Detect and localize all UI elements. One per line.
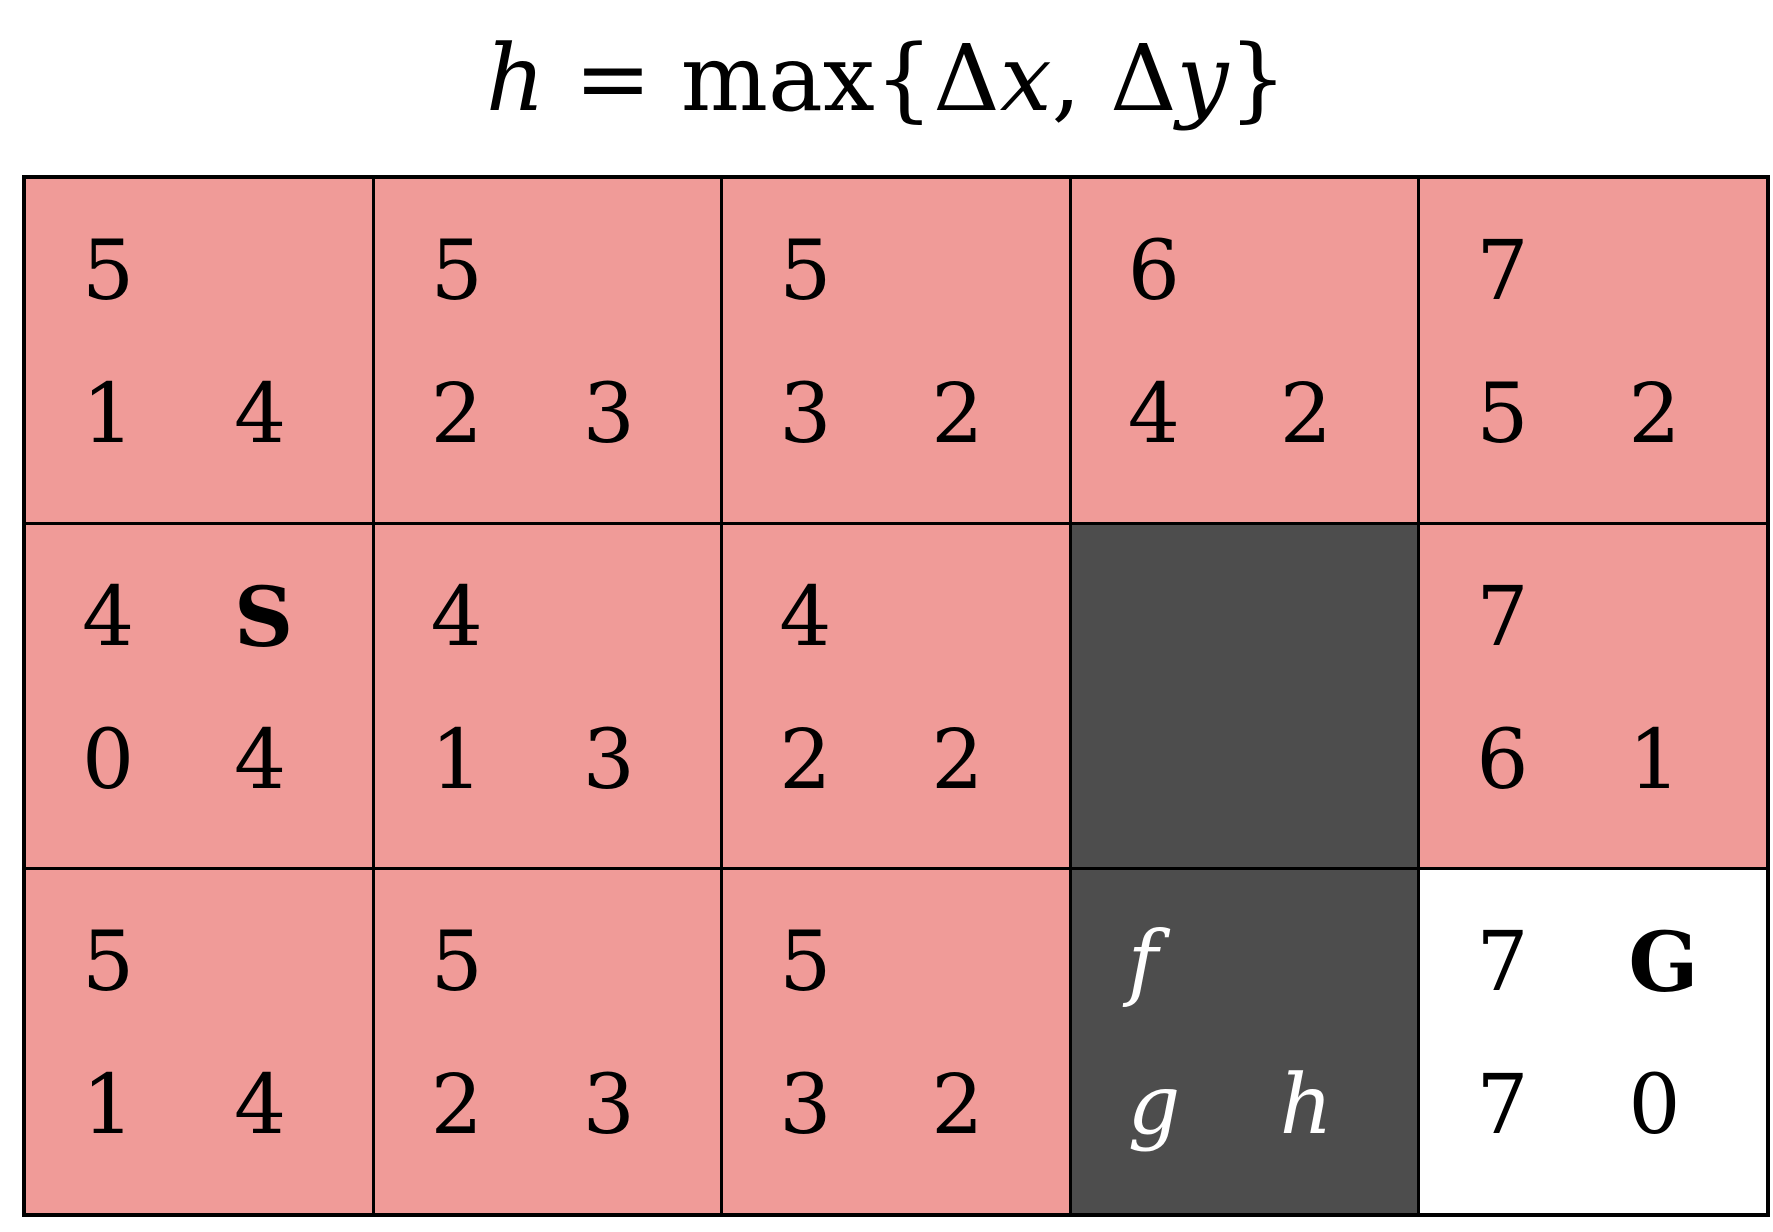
cell-g-value: 7	[1476, 1058, 1529, 1154]
cell-h-value: 3	[582, 367, 635, 462]
cell-g-value: 2	[430, 1058, 483, 1154]
cell-f-value: 5	[779, 224, 832, 319]
cell-g-value: 3	[779, 367, 832, 462]
cell-g-value: 2	[430, 367, 483, 462]
cell-g-value: 0	[82, 712, 135, 808]
grid-cell: 4 0 4 S	[26, 524, 372, 868]
cell-f-value: 4	[430, 569, 483, 665]
cell-f-value: 4	[82, 569, 135, 665]
formula-eq: = max{Δ	[545, 24, 1000, 132]
wall-cell	[1071, 524, 1418, 868]
cell-g-value: 2	[779, 712, 832, 808]
cell-f-value: 5	[82, 224, 135, 319]
cell-h-value: 4	[234, 1058, 287, 1154]
cell-g-value: 3	[779, 1058, 832, 1154]
formula-x: x	[999, 24, 1052, 132]
cell-f-value: 5	[430, 915, 483, 1011]
grid-cell: 5 2 3	[374, 179, 721, 522]
formula-y: y	[1176, 24, 1229, 132]
cell-h-value: 2	[931, 1058, 984, 1154]
cell-h-value: 3	[582, 712, 635, 808]
goal-cell: 7 7 0 G	[1420, 870, 1766, 1213]
grid-cell: 6 4 2	[1071, 179, 1418, 522]
grid-cell: 5 3 2	[723, 870, 1069, 1213]
cell-h-value: 4	[234, 712, 287, 808]
cell-mark: G	[1628, 915, 1699, 1012]
cell-f-value: 5	[82, 915, 135, 1011]
cell-f-value: f	[1127, 915, 1159, 1011]
cell-f-value: 6	[1127, 224, 1180, 319]
cell-f-value: 7	[1476, 915, 1529, 1011]
formula-sep: , Δ	[1051, 24, 1177, 132]
grid-cell: 5 3 2	[723, 179, 1069, 522]
grid-cell: 4 2 2	[723, 524, 1069, 868]
formula-h: h	[485, 24, 546, 132]
cell-h-value: 3	[582, 1058, 635, 1154]
cell-h-value: 2	[1628, 367, 1681, 462]
cell-f-value: 5	[779, 915, 832, 1011]
cell-f-value: 5	[430, 224, 483, 319]
grid-cell: 7 5 2	[1420, 179, 1766, 522]
cell-h-value: 0	[1628, 1058, 1681, 1154]
cell-h-value: 2	[931, 367, 984, 462]
cell-g-value: 1	[430, 712, 483, 808]
cell-g-value: 6	[1476, 712, 1529, 808]
cell-g-value: 5	[1476, 367, 1529, 462]
cell-g-value: 1	[82, 367, 135, 462]
grid-cell: 4 1 3	[374, 524, 721, 868]
cell-f-value: 7	[1476, 224, 1529, 319]
cell-h-value: 4	[234, 367, 287, 462]
cell-mark: S	[234, 569, 294, 666]
cell-g-value: 1	[82, 1058, 135, 1154]
cell-h-value: 2	[931, 712, 984, 808]
cell-g-value: g	[1127, 1058, 1181, 1154]
grid-cell: 5 1 4	[26, 179, 372, 522]
formula-close: }	[1228, 24, 1288, 132]
cell-g-value: 4	[1127, 367, 1180, 462]
grid-cell: 5 2 3	[374, 870, 721, 1213]
grid-cell: 7 6 1	[1420, 524, 1766, 868]
cell-h-value: 1	[1628, 712, 1681, 808]
cell-h-value: h	[1279, 1058, 1333, 1154]
grid-cell: 5 1 4	[26, 870, 372, 1213]
cell-h-value: 2	[1279, 367, 1332, 462]
cell-f-value: 4	[779, 569, 832, 665]
cell-f-value: 7	[1476, 569, 1529, 665]
